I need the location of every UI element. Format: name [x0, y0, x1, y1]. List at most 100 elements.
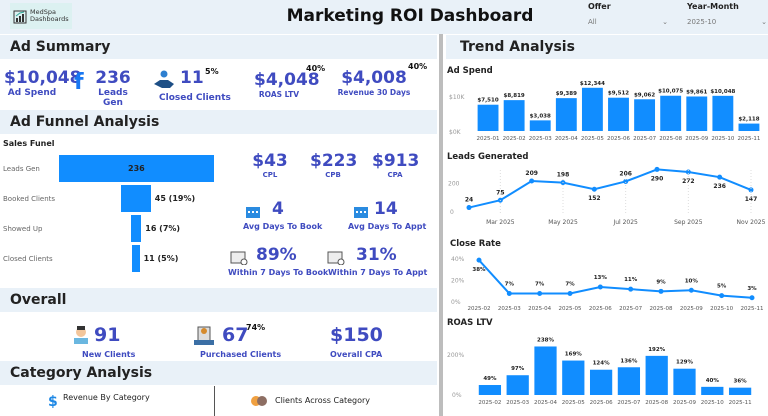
- close-rate-data-label: 3%: [747, 286, 757, 292]
- vertical-divider: [439, 34, 443, 416]
- ad-spend-chart-title: Ad Spend: [447, 66, 493, 76]
- x-tick-label: 2025-03: [506, 400, 529, 406]
- y-tick-label: 200%: [447, 352, 464, 359]
- x-tick-label: 2025-04: [534, 400, 557, 406]
- x-tick-label: Nov 2025: [737, 219, 766, 226]
- close-rate-data-label: 5%: [717, 284, 727, 290]
- funnel-bar[interactable]: [121, 185, 151, 212]
- x-tick-label: 2025-07: [633, 136, 656, 142]
- cpb-kpi: $223 CPB: [310, 151, 358, 179]
- funnel-stage-label: Closed Clients: [3, 255, 53, 263]
- funnel-bar[interactable]: [58, 155, 214, 182]
- close-rate-data-label: 13%: [594, 275, 608, 281]
- ad-spend-data-label: $9,062: [634, 92, 655, 98]
- close-rate-data-label: 7%: [565, 281, 575, 287]
- roas-ltv-value: $4,048: [254, 70, 320, 90]
- close-rate-point: [567, 290, 573, 296]
- offer-dropdown[interactable]: All ⌄: [588, 15, 668, 29]
- roas-bar: [645, 355, 668, 395]
- logo-line2: Dashboards: [30, 15, 69, 23]
- leads-gen-kpi: 236 Leads Gen: [88, 68, 138, 108]
- roas-bar: [506, 375, 529, 395]
- category-divider: [214, 386, 215, 416]
- ad-spend-bar: [634, 99, 656, 131]
- roas-bar: [701, 386, 724, 395]
- chevron-down-icon: ⌄: [761, 18, 767, 26]
- x-tick-label: 2025-07: [617, 400, 640, 406]
- chevron-down-icon: ⌄: [662, 18, 668, 26]
- x-tick-label: 2025-05: [562, 400, 585, 406]
- funnel-stage-label: Booked Clients: [3, 195, 56, 203]
- funnel-bar[interactable]: [132, 245, 140, 272]
- leads-gen-value: 236: [95, 68, 131, 88]
- leads-point: [466, 205, 472, 211]
- leads-gen-label: Leads Gen: [98, 88, 128, 108]
- ad-spend-bar: [555, 98, 577, 131]
- close-rate-data-label: 38%: [472, 267, 486, 273]
- closed-clients-value: 11: [180, 68, 204, 88]
- ad-spend-data-label: $7,510: [477, 98, 498, 104]
- roas-data-label: 97%: [511, 366, 525, 372]
- ad-summary-header: Ad Summary: [0, 35, 437, 59]
- x-tick-label: Mar 2025: [486, 219, 515, 226]
- handshake-icon: [152, 70, 176, 96]
- ad-spend-bar: [503, 100, 525, 131]
- leads-data-label: 198: [557, 172, 570, 179]
- funnel-value-label: 11 (5%): [143, 254, 179, 263]
- close-rate-point: [537, 290, 543, 296]
- ad-spend-data-label: $10,048: [710, 89, 735, 95]
- year-month-dropdown[interactable]: 2025-10 ⌄: [687, 15, 767, 29]
- ad-spend-bar: [608, 97, 629, 131]
- y-tick-label: 0: [450, 209, 454, 216]
- leads-point: [654, 166, 660, 172]
- funnel-title: Sales Funel: [3, 139, 55, 148]
- ad-spend-data-label: $9,512: [608, 91, 629, 97]
- x-tick-label: 2025-08: [650, 306, 673, 312]
- client-icon: [72, 326, 90, 350]
- ad-spend-data-label: $12,344: [580, 81, 605, 87]
- x-tick-label: 2025-02: [503, 136, 526, 142]
- x-tick-label: 2025-10: [711, 136, 734, 142]
- x-tick-label: 2025-04: [528, 306, 551, 312]
- x-tick-label: 2025-09: [673, 400, 696, 406]
- y-tick-label: 200: [448, 180, 460, 187]
- ad-spend-data-label: $9,861: [686, 89, 707, 95]
- leads-data-label: 147: [745, 196, 758, 203]
- offer-filter[interactable]: Offer All ⌄: [588, 2, 668, 29]
- leads-point: [623, 178, 629, 184]
- x-tick-label: 2025-06: [589, 306, 612, 312]
- roas-chart-title: ROAS LTV: [447, 318, 493, 328]
- x-tick-label: Sep 2025: [674, 219, 703, 226]
- revenue-30-value: $4,008: [341, 68, 407, 88]
- roas-bar: [728, 387, 752, 395]
- roas-bar: [478, 385, 502, 395]
- y-tick-label: $10K: [449, 94, 465, 101]
- revenue-30-kpi: $4,008 Revenue 30 Days: [336, 68, 412, 97]
- x-tick-label: 2025-09: [680, 306, 703, 312]
- close-rate-data-label: 11%: [624, 277, 638, 283]
- x-tick-label: Jul 2025: [612, 219, 638, 226]
- funnel-stage-label: Leads Gen: [3, 165, 40, 173]
- x-tick-label: 2025-02: [478, 400, 501, 406]
- new-clients-label: New Clients: [82, 350, 136, 359]
- ad-spend-bar: [477, 104, 499, 131]
- close-rate-point: [628, 286, 634, 292]
- revenue-by-category-button[interactable]: Revenue By Category: [63, 393, 150, 402]
- close-rate-point: [719, 293, 725, 299]
- purchased-clients-pct: 74%: [246, 323, 266, 332]
- leads-point: [717, 174, 723, 180]
- leads-point: [591, 186, 597, 192]
- leads-data-label: 236: [713, 183, 726, 190]
- ad-spend-bar: [581, 87, 603, 131]
- dollar-icon: $: [48, 394, 58, 410]
- offer-filter-label: Offer: [588, 2, 611, 11]
- close-rate-data-label: 9%: [656, 279, 666, 285]
- clients-across-category-button[interactable]: Clients Across Category: [275, 396, 371, 405]
- leads-data-label: 75: [496, 189, 504, 196]
- funnel-bar[interactable]: [130, 215, 142, 242]
- y-tick-label: 0%: [451, 299, 461, 306]
- year-month-filter[interactable]: Year-Month 2025-10 ⌄: [687, 2, 767, 29]
- x-tick-label: 2025-02: [468, 306, 491, 312]
- funnel-value-label: 16 (7%): [145, 224, 181, 233]
